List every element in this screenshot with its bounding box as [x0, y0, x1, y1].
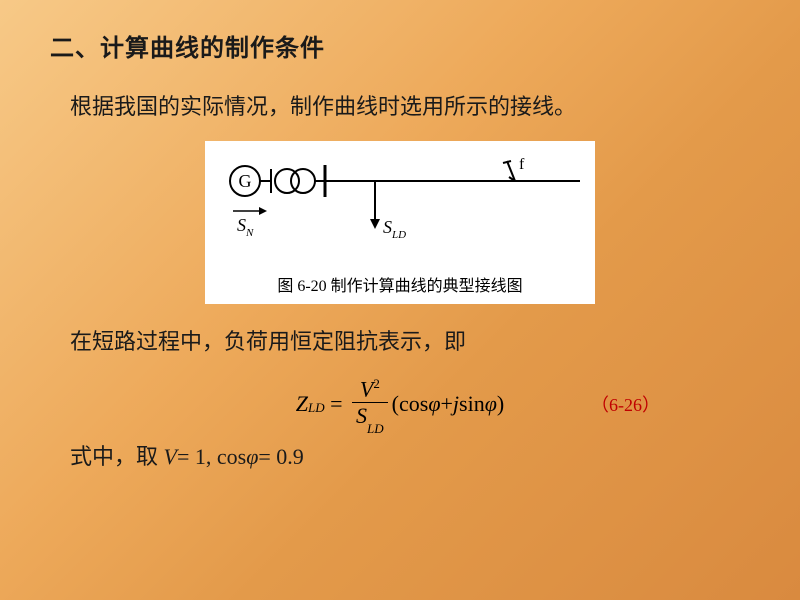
figure-box: G f SN — [205, 141, 595, 304]
paragraph-3: 式中，取 V = 1, cosφ = 0.9 — [70, 439, 750, 471]
impedance-formula: ZLD = V2 SLD (cosφ + j sinφ) — [296, 376, 504, 433]
paragraph-2: 在短路过程中，负荷用恒定阻抗表示，即 — [70, 324, 750, 356]
generator-label: G — [239, 171, 252, 191]
fault-label: f — [519, 156, 525, 173]
circuit-diagram: G f SN — [215, 151, 585, 261]
intro-paragraph: 根据我国的实际情况，制作曲线时选用所示的接线。 — [70, 89, 750, 121]
figure-caption: 图 6-20 制作计算曲线的典型接线图 — [215, 272, 585, 296]
slide-content: 二、计算曲线的制作条件 根据我国的实际情况，制作曲线时选用所示的接线。 G — [0, 0, 800, 600]
equation-number: （6-26） — [591, 391, 660, 417]
sld-label: SLD — [383, 217, 406, 241]
formula-row: ZLD = V2 SLD (cosφ + j sinφ) （6-26） — [50, 376, 750, 433]
sn-label: SN — [237, 215, 254, 239]
section-title: 二、计算曲线的制作条件 — [50, 28, 750, 63]
